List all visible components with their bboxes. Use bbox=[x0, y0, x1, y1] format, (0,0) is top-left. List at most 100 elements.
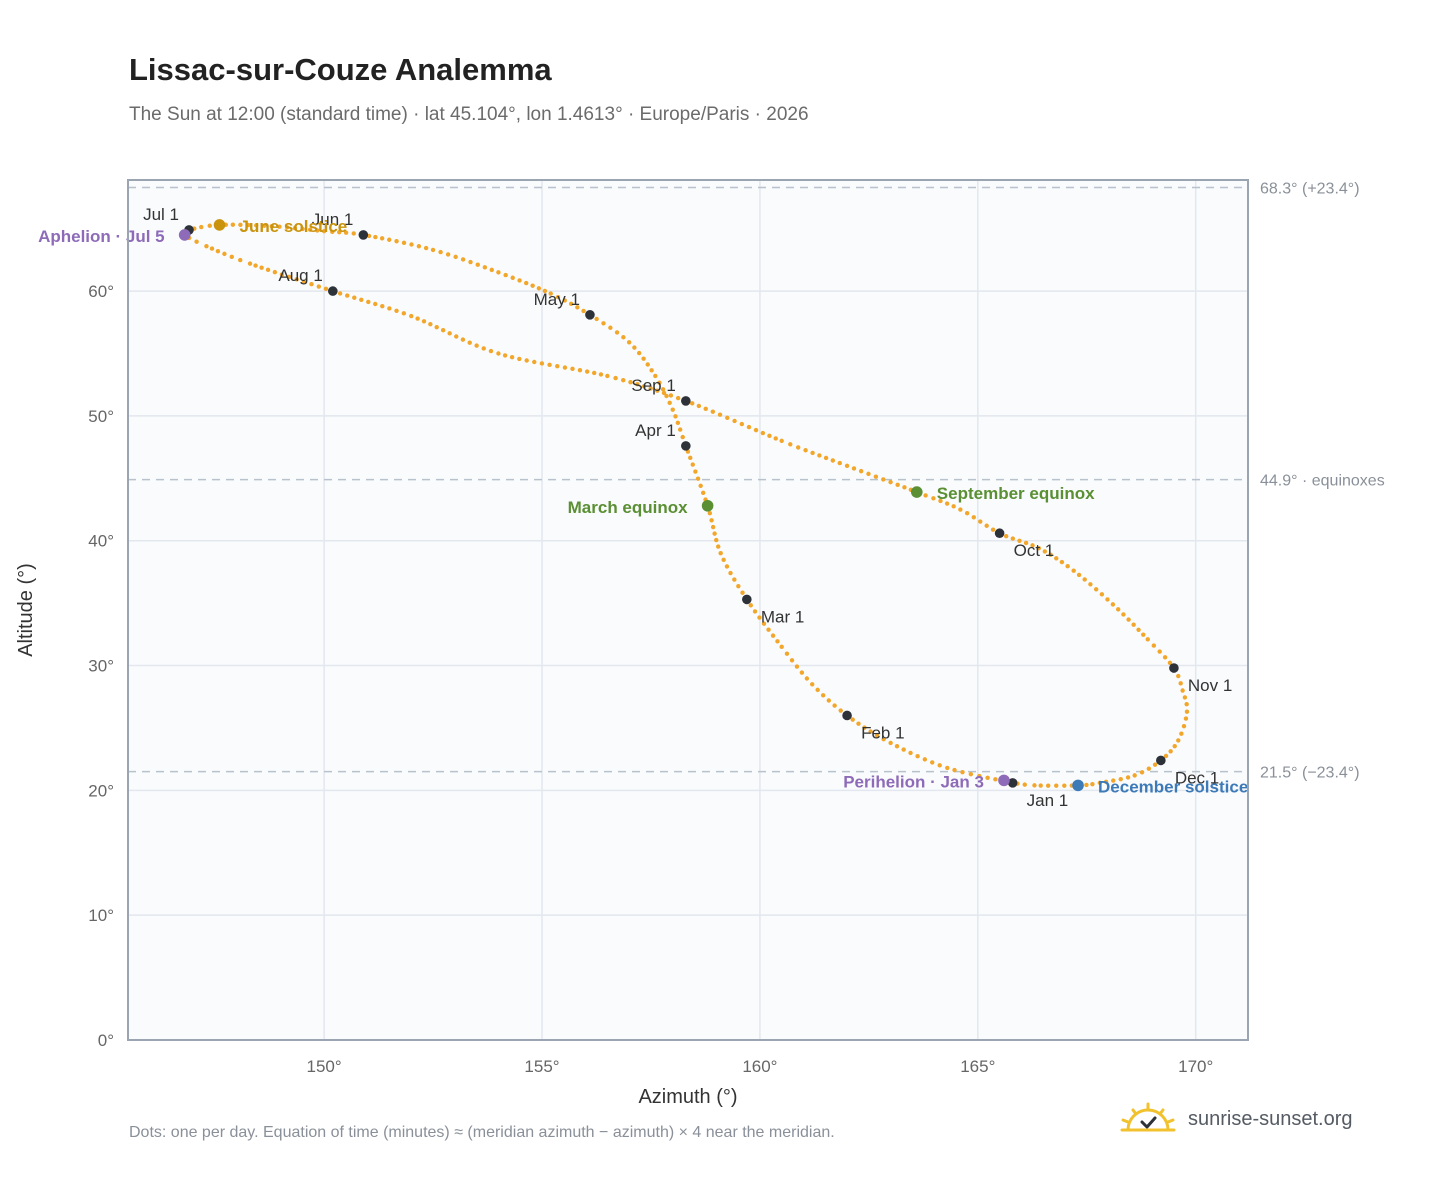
day-dot bbox=[938, 498, 943, 504]
day-dot bbox=[488, 348, 494, 354]
day-dot bbox=[641, 384, 647, 389]
day-dot bbox=[194, 239, 199, 244]
day-dot bbox=[621, 377, 626, 383]
day-dot bbox=[862, 725, 867, 730]
day-dot bbox=[664, 393, 669, 399]
day-dot bbox=[1126, 617, 1131, 622]
event-marker-label: Perihelion · Jan 3 bbox=[843, 772, 984, 791]
day-dot bbox=[1093, 587, 1099, 592]
day-dot bbox=[1183, 716, 1189, 721]
month-marker-label: Feb 1 bbox=[861, 723, 904, 742]
x-tick-label: 155° bbox=[524, 1057, 559, 1076]
day-dot bbox=[345, 293, 350, 298]
day-dot bbox=[1059, 559, 1065, 565]
day-dot bbox=[570, 366, 575, 372]
day-dot bbox=[307, 227, 313, 232]
day-dot bbox=[265, 267, 271, 273]
day-dot bbox=[199, 224, 204, 230]
day-dot bbox=[1167, 660, 1173, 665]
day-dot bbox=[1088, 582, 1093, 587]
day-dot bbox=[592, 370, 597, 376]
month-marker-label: Dec 1 bbox=[1175, 768, 1219, 787]
day-dot bbox=[740, 590, 745, 595]
day-dot bbox=[844, 463, 850, 469]
day-dot bbox=[1184, 709, 1190, 714]
day-dot bbox=[309, 281, 314, 287]
day-dot bbox=[1182, 695, 1188, 700]
day-dot bbox=[1152, 762, 1158, 767]
day-dot bbox=[1178, 681, 1183, 686]
day-dot bbox=[770, 633, 776, 638]
x-tick-label: 165° bbox=[960, 1057, 995, 1076]
month-marker-dot bbox=[994, 528, 1005, 539]
day-dot bbox=[707, 511, 713, 516]
day-dot bbox=[753, 427, 759, 433]
day-dot bbox=[901, 747, 906, 752]
day-dot bbox=[351, 231, 356, 236]
day-dot bbox=[714, 537, 719, 543]
day-dot bbox=[760, 430, 766, 436]
chart-subtitle: The Sun at 12:00 (standard time) · lat 4… bbox=[129, 104, 809, 125]
brand[interactable]: sunrise-sunset.org bbox=[1120, 1102, 1353, 1136]
day-dot bbox=[1103, 779, 1109, 785]
day-dot bbox=[215, 248, 221, 254]
day-dot bbox=[915, 753, 920, 759]
day-dot bbox=[757, 615, 762, 620]
day-dot bbox=[460, 337, 466, 342]
day-dot bbox=[978, 519, 983, 524]
day-dot bbox=[394, 308, 399, 313]
day-dot bbox=[272, 269, 278, 275]
day-dot bbox=[502, 353, 508, 358]
day-dot bbox=[795, 445, 801, 450]
reference-line-label: 68.3° (+23.4°) bbox=[1260, 180, 1360, 197]
plot-background bbox=[128, 180, 1248, 1040]
day-dot bbox=[804, 676, 810, 681]
day-dot bbox=[868, 729, 873, 734]
day-dot bbox=[1111, 778, 1116, 783]
day-dot bbox=[1162, 655, 1168, 660]
day-dot bbox=[766, 627, 771, 632]
day-dot bbox=[238, 222, 243, 228]
day-dot bbox=[1076, 572, 1082, 578]
day-dot bbox=[784, 651, 790, 656]
day-dot bbox=[958, 507, 963, 512]
month-markers: Jan 1 Feb 1 Mar 1 Apr 1 May 1 Jun 1 Jul 1 Aug 1… bbox=[143, 205, 1232, 810]
day-dot bbox=[269, 223, 275, 229]
day-dot bbox=[1065, 564, 1070, 569]
day-dot bbox=[401, 240, 407, 246]
day-dot bbox=[238, 257, 243, 263]
day-dot bbox=[1054, 783, 1059, 788]
day-dot bbox=[380, 303, 385, 309]
day-dot bbox=[1036, 546, 1042, 551]
x-tick-label: 160° bbox=[742, 1057, 777, 1076]
plot-frame bbox=[127, 179, 1249, 1041]
day-dot bbox=[690, 462, 695, 467]
day-dot bbox=[1163, 753, 1169, 759]
day-dot bbox=[1145, 637, 1150, 642]
day-dot bbox=[482, 265, 488, 270]
month-marker-label: Aug 1 bbox=[278, 266, 322, 285]
day-dot bbox=[648, 386, 653, 391]
day-dot bbox=[539, 361, 545, 366]
day-dot bbox=[888, 479, 893, 485]
day-dot bbox=[874, 733, 880, 738]
day-dot bbox=[1097, 780, 1103, 786]
day-dot bbox=[323, 286, 329, 292]
day-dot bbox=[1022, 782, 1027, 787]
event-marker-dot bbox=[178, 229, 191, 241]
y-tick-label: 20° bbox=[88, 781, 114, 800]
month-marker-dot bbox=[328, 286, 338, 296]
analemma-path bbox=[181, 222, 1190, 788]
day-dot bbox=[700, 490, 706, 496]
day-dot bbox=[649, 368, 654, 373]
day-dot bbox=[779, 644, 784, 650]
day-dot bbox=[568, 301, 574, 307]
day-dot bbox=[1084, 782, 1089, 788]
day-dot bbox=[718, 551, 723, 556]
day-dot bbox=[908, 750, 913, 756]
day-dot bbox=[1132, 773, 1137, 778]
event-marker-dot bbox=[910, 486, 923, 498]
month-marker-dot bbox=[1169, 663, 1179, 673]
day-dot bbox=[1157, 649, 1162, 654]
day-dot bbox=[1017, 538, 1022, 544]
